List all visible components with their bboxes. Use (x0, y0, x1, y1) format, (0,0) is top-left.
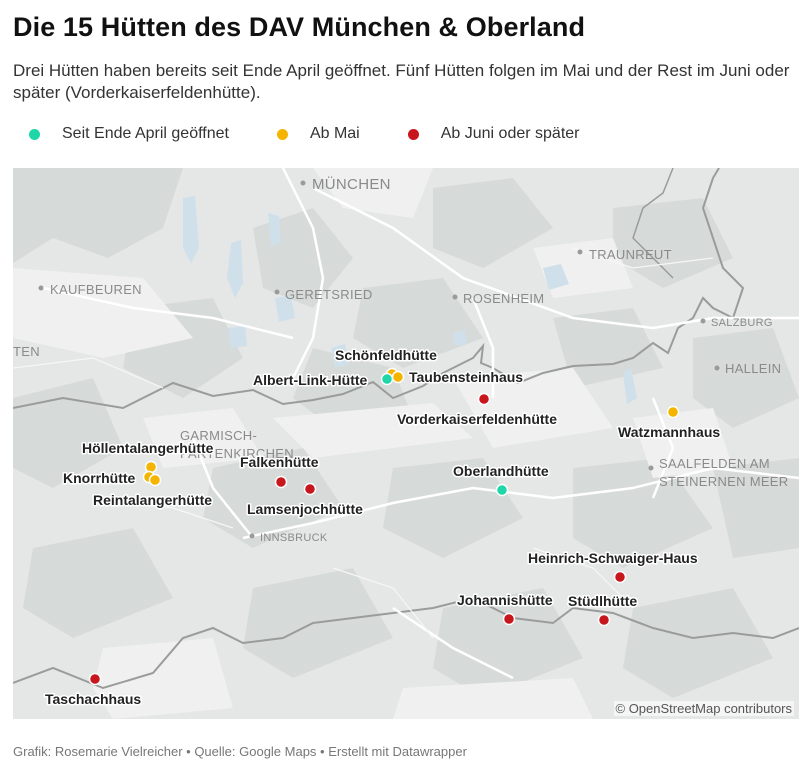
town-innsbruck: INNSBRUCK (260, 532, 328, 544)
label-oberlandhuette: Oberlandhütte (453, 463, 549, 479)
town-garmisch: GARMISCH- (180, 428, 257, 443)
label-johannishuette: Johannishütte (457, 592, 553, 608)
hut-labels: Schönfeldhütte Albert-Link-Hütte Taubens… (44, 346, 722, 709)
legend-item-april: Seit Ende April geöffnet (29, 125, 229, 143)
map-title: Die 15 Hütten des DAV München & Oberland (13, 12, 586, 42)
town-dot-salzburg (700, 318, 706, 324)
border-segment (632, 168, 674, 279)
town-dot-kaufbeuren (38, 285, 44, 291)
town-steinernen-meer: STEINERNEN MEER (659, 474, 788, 489)
hut-markers[interactable] (88, 367, 680, 686)
town-partenkirchen: PARTENKIRCHEN (180, 446, 294, 461)
marker-heinrich-schwaiger-haus[interactable] (613, 570, 627, 584)
label-vorderkaiserfeldenhuette: Vorderkaiserfeldenhütte (397, 411, 557, 427)
marker-taubensteinhaus[interactable] (391, 370, 405, 384)
label-stuedlhuette: Stüdlhütte (568, 593, 637, 609)
footer-credits: Grafik: Rosemarie Vielreicher • Quelle: … (13, 744, 467, 759)
marker-johannishuette[interactable] (502, 612, 516, 626)
legend-label-juni: Ab Juni oder später (440, 125, 580, 142)
town-partial-left: TEN (13, 344, 40, 359)
legend-dot-juni (407, 128, 419, 140)
label-heinrich-schwaiger-haus: Heinrich-Schwaiger-Haus (528, 550, 698, 566)
marker-taschachhaus[interactable] (88, 672, 102, 686)
label-watzmannhaus: Watzmannhaus (618, 424, 720, 440)
legend-label-mai: Ab Mai (309, 125, 360, 142)
border-de-at (13, 168, 745, 410)
label-falkenhuette: Falkenhütte (240, 454, 319, 470)
legend-item-juni: Ab Juni oder später (407, 125, 580, 143)
town-dot-muenchen (300, 180, 306, 186)
town-geretsried: GERETSRIED (285, 287, 373, 302)
marker-lamsenjochhuette[interactable] (303, 482, 317, 496)
town-dot-rosenheim (452, 294, 458, 300)
town-traunreut: TRAUNREUT (589, 247, 672, 262)
map-canvas[interactable]: MÜNCHEN TRAUNREUT KAUFBEUREN GERETSRIED … (13, 168, 799, 719)
town-dot-hallein (714, 365, 720, 371)
legend-label-april: Seit Ende April geöffnet (62, 125, 229, 142)
label-lamsenjochhuette: Lamsenjochhütte (247, 501, 363, 517)
lakes (183, 196, 637, 404)
map-subtitle: Drei Hütten haben bereits seit Ende Apri… (13, 61, 790, 102)
legend: Seit Ende April geöffnet Ab Mai Ab Juni … (29, 125, 627, 143)
town-labels: MÜNCHEN TRAUNREUT KAUFBEUREN GERETSRIED … (13, 175, 788, 544)
town-rosenheim: ROSENHEIM (463, 291, 544, 306)
roads (42, 168, 799, 680)
label-reintalangerhuette: Reintalangerhütte (93, 492, 212, 508)
legend-item-mai: Ab Mai (276, 125, 360, 143)
marker-stuedlhuette[interactable] (597, 613, 611, 627)
marker-hoellentalangerhuette[interactable] (144, 460, 158, 474)
map-area[interactable]: MÜNCHEN TRAUNREUT KAUFBEUREN GERETSRIED … (13, 168, 799, 719)
label-hoellentalangerhuette: Höllentalangerhütte (82, 440, 214, 456)
terrain-patches (13, 168, 799, 698)
marker-albert-link-huette[interactable] (380, 372, 394, 386)
town-dot-saalfelden (648, 465, 654, 471)
marker-falkenhuette[interactable] (274, 475, 288, 489)
map-attribution[interactable]: © OpenStreetMap contributors (613, 701, 794, 716)
town-hallein: HALLEIN (725, 361, 781, 376)
minor-roads (13, 247, 714, 639)
town-dot-traunreut (577, 249, 583, 255)
marker-watzmannhaus[interactable] (666, 405, 680, 419)
town-dot-innsbruck (249, 533, 255, 539)
marker-vorderkaiserfeldenhuette[interactable] (477, 392, 491, 406)
label-schoenfeldhuette: Schönfeldhütte (335, 347, 437, 363)
marker-oberlandhuette[interactable] (495, 483, 509, 497)
marker-reintalangerhuette[interactable] (148, 473, 162, 487)
town-dot-geretsried (274, 289, 280, 295)
town-kaufbeuren: KAUFBEUREN (50, 282, 142, 297)
town-salzburg: SALZBURG (711, 317, 773, 329)
town-saalfelden: SAALFELDEN AM (659, 456, 770, 471)
town-muenchen: MÜNCHEN (312, 175, 391, 193)
border-at-it (13, 596, 799, 690)
label-albert-link-huette: Albert-Link-Hütte (253, 372, 368, 388)
label-taubensteinhaus: Taubensteinhaus (409, 369, 523, 385)
label-knorrhuette: Knorrhütte (63, 470, 136, 486)
label-taschachhaus: Taschachhaus (45, 691, 141, 707)
legend-dot-april (29, 128, 40, 140)
legend-dot-mai (276, 128, 288, 140)
